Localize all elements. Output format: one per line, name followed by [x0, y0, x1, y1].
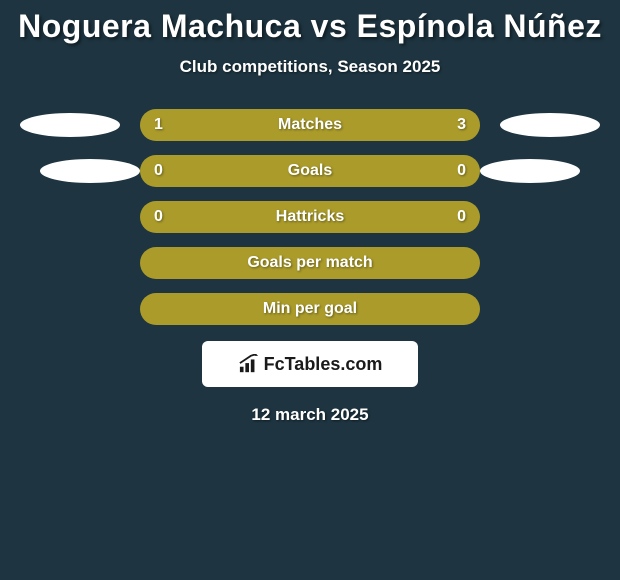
comparison-title: Noguera Machuca vs Espínola Núñez	[0, 8, 620, 45]
stat-label: Min per goal	[263, 300, 357, 318]
stat-row: Goals per match	[0, 247, 620, 279]
fctables-logo-text: FcTables.com	[264, 354, 383, 375]
stat-left-value: 1	[154, 116, 163, 134]
stat-label: Goals	[288, 162, 332, 180]
stat-right-value: 3	[457, 116, 466, 134]
stat-row: 0 Hattricks 0	[0, 201, 620, 233]
stat-bar: 0 Goals 0	[140, 155, 480, 187]
chart-icon	[238, 354, 260, 374]
stat-label: Matches	[278, 116, 342, 134]
stat-label: Goals per match	[247, 254, 372, 272]
stat-right-value: 0	[457, 162, 466, 180]
stat-bar: Goals per match	[140, 247, 480, 279]
stat-bar: 1 Matches 3	[140, 109, 480, 141]
stat-bar: 0 Hattricks 0	[140, 201, 480, 233]
player-left-marker	[20, 113, 120, 137]
player-left-marker	[40, 159, 140, 183]
stat-label: Hattricks	[276, 208, 344, 226]
player-right-marker	[500, 113, 600, 137]
stat-left-value: 0	[154, 162, 163, 180]
stat-right-value: 0	[457, 208, 466, 226]
stat-row: 0 Goals 0	[0, 155, 620, 187]
stat-bar: Min per goal	[140, 293, 480, 325]
stat-row: 1 Matches 3	[0, 109, 620, 141]
player-right-marker	[480, 159, 580, 183]
stat-left-value: 0	[154, 208, 163, 226]
stat-row: Min per goal	[0, 293, 620, 325]
fctables-logo-box: FcTables.com	[202, 341, 418, 387]
comparison-subtitle: Club competitions, Season 2025	[0, 57, 620, 77]
date-label: 12 march 2025	[0, 405, 620, 425]
